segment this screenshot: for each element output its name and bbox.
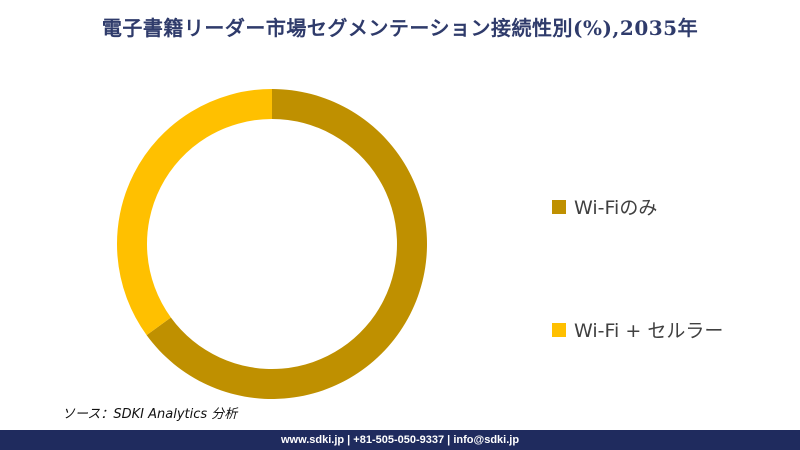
source-note: ソース：SDKI Analytics 分析 (62, 407, 238, 422)
legend-swatch-wifi-cellular (552, 322, 566, 337)
legend-item-wifi-cellular: Wi-Fi + セルラー (552, 316, 723, 343)
footer-bar: www.sdki.jp | +81-505-050-9337 | info@sd… (0, 430, 800, 450)
donut-slice-wifi-cellular (117, 89, 272, 336)
legend-item-wifi-only: Wi-Fiのみ (552, 193, 657, 220)
legend-label-wifi-cellular: Wi-Fi + セルラー (574, 320, 724, 342)
chart-title: 電子書籍リーダー市場セグメンテーション接続性別(%),2035年 (101, 16, 699, 40)
legend-swatch-wifi-only (552, 199, 566, 214)
legend-label-wifi-only: Wi-Fiのみ (574, 197, 658, 219)
